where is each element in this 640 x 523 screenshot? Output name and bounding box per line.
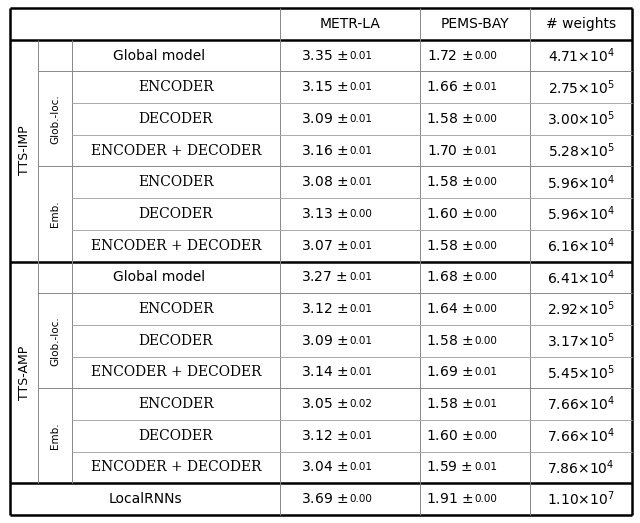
Text: $7.66{\times}10^{4}$: $7.66{\times}10^{4}$ — [547, 426, 615, 445]
Text: TTS-IMP: TTS-IMP — [17, 126, 31, 175]
Text: 0.01: 0.01 — [474, 82, 497, 92]
Text: 1.58 $\pm$: 1.58 $\pm$ — [426, 397, 473, 411]
Text: 0.00: 0.00 — [474, 241, 497, 251]
Text: 3.13 $\pm$: 3.13 $\pm$ — [301, 207, 348, 221]
Text: 0.01: 0.01 — [474, 462, 497, 472]
Text: 0.01: 0.01 — [349, 114, 372, 124]
Text: Glob.-loc.: Glob.-loc. — [50, 94, 60, 144]
Text: 0.02: 0.02 — [349, 399, 372, 409]
Text: 3.09 $\pm$: 3.09 $\pm$ — [301, 334, 348, 348]
Text: 0.00: 0.00 — [474, 272, 497, 282]
Text: 3.09 $\pm$: 3.09 $\pm$ — [301, 112, 348, 126]
Text: ENCODER + DECODER: ENCODER + DECODER — [91, 460, 261, 474]
Text: 3.15 $\pm$: 3.15 $\pm$ — [301, 80, 348, 94]
Text: 0.01: 0.01 — [349, 431, 372, 441]
Text: $6.41{\times}10^{4}$: $6.41{\times}10^{4}$ — [547, 268, 615, 287]
Text: ENCODER: ENCODER — [138, 80, 214, 94]
Text: $6.16{\times}10^{4}$: $6.16{\times}10^{4}$ — [547, 236, 615, 255]
Text: 3.05 $\pm$: 3.05 $\pm$ — [301, 397, 348, 411]
Text: 1.58 $\pm$: 1.58 $\pm$ — [426, 175, 473, 189]
Text: ENCODER + DECODER: ENCODER + DECODER — [91, 144, 261, 157]
Text: METR-LA: METR-LA — [319, 17, 380, 31]
Text: 0.01: 0.01 — [349, 272, 372, 282]
Text: TTS-AMP: TTS-AMP — [17, 345, 31, 400]
Text: DECODER: DECODER — [139, 429, 213, 443]
Text: 1.68 $\pm$: 1.68 $\pm$ — [426, 270, 473, 285]
Text: 0.01: 0.01 — [349, 304, 372, 314]
Text: $4.71{\times}10^{4}$: $4.71{\times}10^{4}$ — [548, 46, 614, 65]
Text: 0.01: 0.01 — [349, 51, 372, 61]
Text: 0.00: 0.00 — [474, 114, 497, 124]
Text: DECODER: DECODER — [139, 334, 213, 348]
Text: 1.58 $\pm$: 1.58 $\pm$ — [426, 112, 473, 126]
Text: 1.59 $\pm$: 1.59 $\pm$ — [426, 460, 473, 474]
Text: PEMS-BAY: PEMS-BAY — [441, 17, 509, 31]
Text: 0.00: 0.00 — [474, 336, 497, 346]
Text: ENCODER + DECODER: ENCODER + DECODER — [91, 238, 261, 253]
Text: $3.17{\times}10^{5}$: $3.17{\times}10^{5}$ — [547, 332, 615, 350]
Text: 1.91 $\pm$: 1.91 $\pm$ — [426, 492, 473, 506]
Text: 0.00: 0.00 — [474, 431, 497, 441]
Text: $7.86{\times}10^{4}$: $7.86{\times}10^{4}$ — [547, 458, 615, 477]
Text: 3.12 $\pm$: 3.12 $\pm$ — [301, 302, 348, 316]
Text: 0.00: 0.00 — [474, 177, 497, 187]
Text: 0.00: 0.00 — [349, 494, 372, 504]
Text: 0.01: 0.01 — [474, 399, 497, 409]
Text: 3.12 $\pm$: 3.12 $\pm$ — [301, 429, 348, 443]
Text: $5.28{\times}10^{5}$: $5.28{\times}10^{5}$ — [547, 141, 614, 160]
Text: 0.01: 0.01 — [349, 241, 372, 251]
Text: 0.00: 0.00 — [474, 304, 497, 314]
Text: Glob.-loc.: Glob.-loc. — [50, 316, 60, 366]
Text: 3.14 $\pm$: 3.14 $\pm$ — [301, 366, 348, 379]
Text: 0.01: 0.01 — [474, 367, 497, 378]
Text: $5.45{\times}10^{5}$: $5.45{\times}10^{5}$ — [547, 363, 615, 382]
Text: 3.16 $\pm$: 3.16 $\pm$ — [301, 144, 348, 157]
Text: 1.60 $\pm$: 1.60 $\pm$ — [426, 207, 473, 221]
Text: 3.04 $\pm$: 3.04 $\pm$ — [301, 460, 348, 474]
Text: 3.35 $\pm$: 3.35 $\pm$ — [301, 49, 348, 63]
Text: DECODER: DECODER — [139, 112, 213, 126]
Text: $2.75{\times}10^{5}$: $2.75{\times}10^{5}$ — [548, 78, 614, 97]
Text: 1.72 $\pm$: 1.72 $\pm$ — [427, 49, 473, 63]
Text: 0.01: 0.01 — [349, 367, 372, 378]
Text: Emb.: Emb. — [50, 423, 60, 449]
Text: DECODER: DECODER — [139, 207, 213, 221]
Text: 0.00: 0.00 — [474, 209, 497, 219]
Text: 3.69 $\pm$: 3.69 $\pm$ — [301, 492, 348, 506]
Text: 3.08 $\pm$: 3.08 $\pm$ — [301, 175, 348, 189]
Text: 3.07 $\pm$: 3.07 $\pm$ — [301, 238, 348, 253]
Text: ENCODER + DECODER: ENCODER + DECODER — [91, 366, 261, 379]
Text: $1.10{\times}10^{7}$: $1.10{\times}10^{7}$ — [547, 490, 615, 508]
Text: 0.01: 0.01 — [349, 336, 372, 346]
Text: $3.00{\times}10^{5}$: $3.00{\times}10^{5}$ — [547, 110, 615, 128]
Text: Global model: Global model — [113, 49, 205, 63]
Text: 1.58 $\pm$: 1.58 $\pm$ — [426, 334, 473, 348]
Text: 0.00: 0.00 — [474, 494, 497, 504]
Text: $2.92{\times}10^{5}$: $2.92{\times}10^{5}$ — [547, 300, 615, 319]
Text: 0.00: 0.00 — [474, 51, 497, 61]
Text: 3.27 $\pm$: 3.27 $\pm$ — [301, 270, 348, 285]
Text: Emb.: Emb. — [50, 201, 60, 228]
Text: ENCODER: ENCODER — [138, 397, 214, 411]
Text: 1.66 $\pm$: 1.66 $\pm$ — [426, 80, 473, 94]
Text: ENCODER: ENCODER — [138, 302, 214, 316]
Text: Global model: Global model — [113, 270, 205, 285]
Text: 1.64 $\pm$: 1.64 $\pm$ — [426, 302, 473, 316]
Text: LocalRNNs: LocalRNNs — [108, 492, 182, 506]
Text: 0.01: 0.01 — [349, 462, 372, 472]
Text: 0.01: 0.01 — [349, 145, 372, 156]
Text: ENCODER: ENCODER — [138, 175, 214, 189]
Text: 0.01: 0.01 — [349, 82, 372, 92]
Text: 1.69 $\pm$: 1.69 $\pm$ — [426, 366, 473, 379]
Text: $5.96{\times}10^{4}$: $5.96{\times}10^{4}$ — [547, 173, 615, 191]
Text: 1.60 $\pm$: 1.60 $\pm$ — [426, 429, 473, 443]
Text: 0.01: 0.01 — [474, 145, 497, 156]
Text: # weights: # weights — [546, 17, 616, 31]
Text: 1.58 $\pm$: 1.58 $\pm$ — [426, 238, 473, 253]
Text: $5.96{\times}10^{4}$: $5.96{\times}10^{4}$ — [547, 204, 615, 223]
Text: $7.66{\times}10^{4}$: $7.66{\times}10^{4}$ — [547, 395, 615, 413]
Text: 0.00: 0.00 — [349, 209, 372, 219]
Text: 1.70 $\pm$: 1.70 $\pm$ — [427, 144, 473, 157]
Text: 0.01: 0.01 — [349, 177, 372, 187]
